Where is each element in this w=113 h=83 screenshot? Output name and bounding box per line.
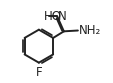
Text: N: N <box>57 10 66 23</box>
Text: F: F <box>35 66 42 79</box>
Text: NH₂: NH₂ <box>78 24 100 37</box>
Text: HO: HO <box>44 10 61 23</box>
